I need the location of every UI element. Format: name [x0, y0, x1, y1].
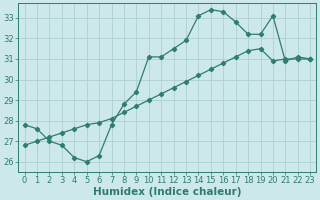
- X-axis label: Humidex (Indice chaleur): Humidex (Indice chaleur): [93, 187, 242, 197]
